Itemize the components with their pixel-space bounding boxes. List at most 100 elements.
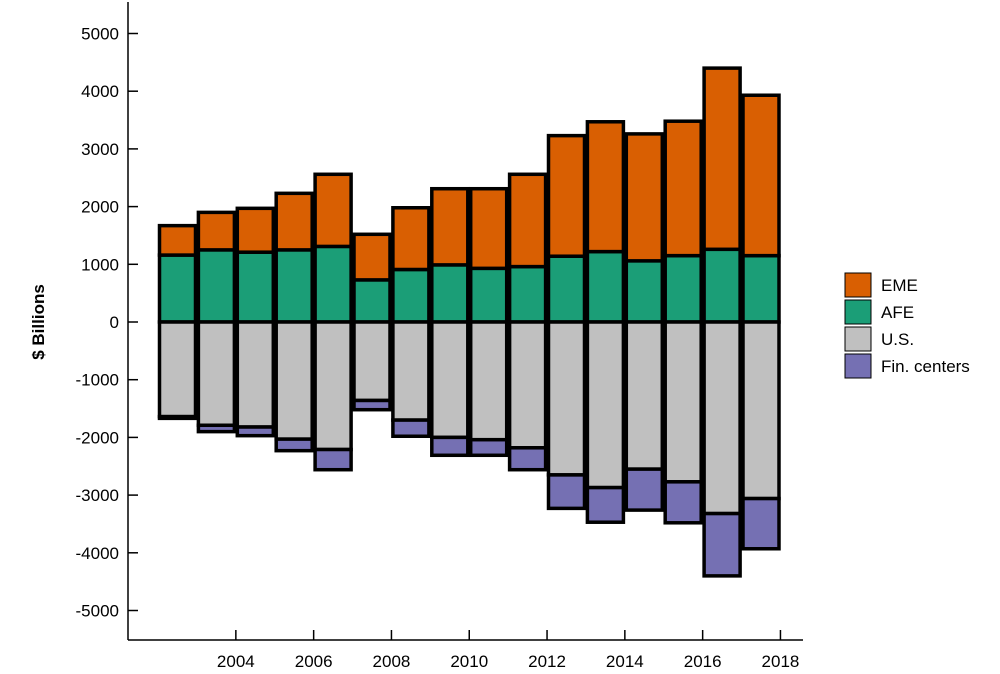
bar-group-2018 bbox=[741, 93, 781, 551]
bar-us-2008 bbox=[352, 320, 392, 403]
y-axis-title: $ Billions bbox=[29, 284, 48, 360]
bar-afe-2011 bbox=[468, 266, 509, 324]
y-tick-label: 2000 bbox=[81, 198, 119, 217]
legend-item: U.S. bbox=[844, 326, 914, 352]
bar-us-2011 bbox=[468, 320, 509, 442]
bar-eme-2003 bbox=[157, 223, 198, 257]
bar-afe-2005 bbox=[235, 250, 276, 324]
bar-group-2005 bbox=[235, 206, 276, 438]
bar-us-2014 bbox=[585, 320, 626, 490]
x-tick-label: 2012 bbox=[528, 652, 566, 671]
x-tick-label: 2010 bbox=[450, 652, 488, 671]
bar-eme-2012 bbox=[507, 172, 548, 269]
bar-group-2006 bbox=[274, 191, 314, 453]
bar-eme-2005 bbox=[235, 206, 276, 254]
bar-afe-2017 bbox=[702, 247, 742, 324]
bar-group-2017 bbox=[702, 66, 742, 578]
bar-group-2016 bbox=[663, 119, 703, 525]
bar-fin-2005 bbox=[235, 425, 276, 438]
legend-item: Fin. centers bbox=[844, 353, 970, 379]
y-tick-label: -2000 bbox=[76, 428, 119, 447]
bar-group-2010 bbox=[430, 186, 470, 458]
bar-us-2007 bbox=[313, 320, 353, 452]
x-tick-label: 2004 bbox=[217, 652, 255, 671]
bar-fin-2012 bbox=[507, 446, 548, 472]
y-tick-label: -1000 bbox=[76, 371, 119, 390]
x-tick-label: 2016 bbox=[684, 652, 722, 671]
bar-us-2004 bbox=[196, 320, 237, 428]
bar-eme-2007 bbox=[313, 172, 353, 249]
bar-us-2017 bbox=[702, 320, 742, 516]
y-tick-label: -4000 bbox=[76, 544, 119, 563]
bar-afe-2003 bbox=[157, 253, 198, 324]
bar-eme-2018 bbox=[741, 93, 781, 258]
bar-us-2009 bbox=[391, 320, 431, 422]
y-tick-label: 4000 bbox=[81, 82, 119, 101]
legend-label: EME bbox=[881, 276, 918, 295]
bar-afe-2014 bbox=[585, 249, 626, 324]
bar-eme-2008 bbox=[352, 232, 392, 282]
bar-eme-2011 bbox=[468, 186, 509, 271]
bar-group-2015 bbox=[624, 132, 665, 512]
axes-layer: 5000 4000 3000 2000 1000 0 -1000 -2000 -3000 -400… bbox=[76, 2, 803, 671]
legend-item: EME bbox=[844, 272, 918, 298]
legend-item: AFE bbox=[844, 299, 914, 325]
x-tick-label: 2018 bbox=[762, 652, 800, 671]
bar-afe-2012 bbox=[507, 264, 548, 324]
y-tick-label: 5000 bbox=[81, 25, 119, 44]
bar-afe-2018 bbox=[741, 253, 781, 324]
bar-us-2012 bbox=[507, 320, 548, 450]
bar-fin-2013 bbox=[546, 473, 587, 511]
bars-layer bbox=[157, 66, 781, 578]
bar-eme-2004 bbox=[196, 210, 237, 252]
y-tick-label: -5000 bbox=[76, 602, 119, 621]
bar-fin-2009 bbox=[391, 418, 431, 438]
bar-group-2007 bbox=[313, 172, 353, 472]
bar-eme-2010 bbox=[430, 186, 470, 267]
bar-fin-2004 bbox=[196, 423, 237, 434]
x-tick-label: 2014 bbox=[606, 652, 644, 671]
y-tick-label: 3000 bbox=[81, 140, 119, 159]
bar-afe-2008 bbox=[352, 278, 392, 324]
bar-eme-2014 bbox=[585, 120, 626, 254]
legend-swatch bbox=[844, 299, 872, 325]
bar-us-2006 bbox=[274, 320, 314, 441]
x-tick-label: 2008 bbox=[373, 652, 411, 671]
bar-us-2016 bbox=[663, 320, 703, 484]
legend-label: AFE bbox=[881, 303, 914, 322]
bar-fin-2007 bbox=[313, 447, 353, 472]
bar-fin-2017 bbox=[702, 511, 742, 578]
legend-swatch bbox=[844, 353, 872, 379]
bar-eme-2006 bbox=[274, 191, 314, 252]
bar-fin-2008 bbox=[352, 398, 392, 412]
bar-afe-2016 bbox=[663, 253, 703, 324]
bar-afe-2007 bbox=[313, 244, 353, 324]
bar-group-2004 bbox=[196, 210, 237, 434]
bar-afe-2010 bbox=[430, 263, 470, 324]
bar-us-2015 bbox=[624, 320, 665, 471]
bar-group-2009 bbox=[391, 206, 431, 438]
y-tick-label: 0 bbox=[110, 313, 119, 332]
bar-us-2010 bbox=[430, 320, 470, 440]
bar-fin-2014 bbox=[585, 485, 626, 524]
bar-fin-2016 bbox=[663, 480, 703, 525]
bar-group-2008 bbox=[352, 232, 392, 412]
bar-group-2011 bbox=[468, 186, 509, 458]
bar-fin-2003 bbox=[157, 414, 198, 421]
bar-eme-2016 bbox=[663, 119, 703, 258]
legend-swatch bbox=[844, 272, 872, 298]
bar-fin-2006 bbox=[274, 437, 314, 453]
legend-swatch bbox=[844, 326, 872, 352]
bar-us-2013 bbox=[546, 320, 587, 477]
bar-afe-2009 bbox=[391, 267, 431, 324]
bar-us-2018 bbox=[741, 320, 781, 501]
bar-fin-2015 bbox=[624, 467, 665, 512]
bar-eme-2015 bbox=[624, 132, 665, 263]
legend-label: U.S. bbox=[881, 330, 914, 349]
bar-us-2003 bbox=[157, 320, 198, 419]
bar-afe-2013 bbox=[546, 254, 587, 324]
legend: EME AFE U.S. Fin. centers bbox=[844, 272, 970, 379]
legend-label: Fin. centers bbox=[881, 357, 970, 376]
bar-afe-2006 bbox=[274, 248, 314, 324]
